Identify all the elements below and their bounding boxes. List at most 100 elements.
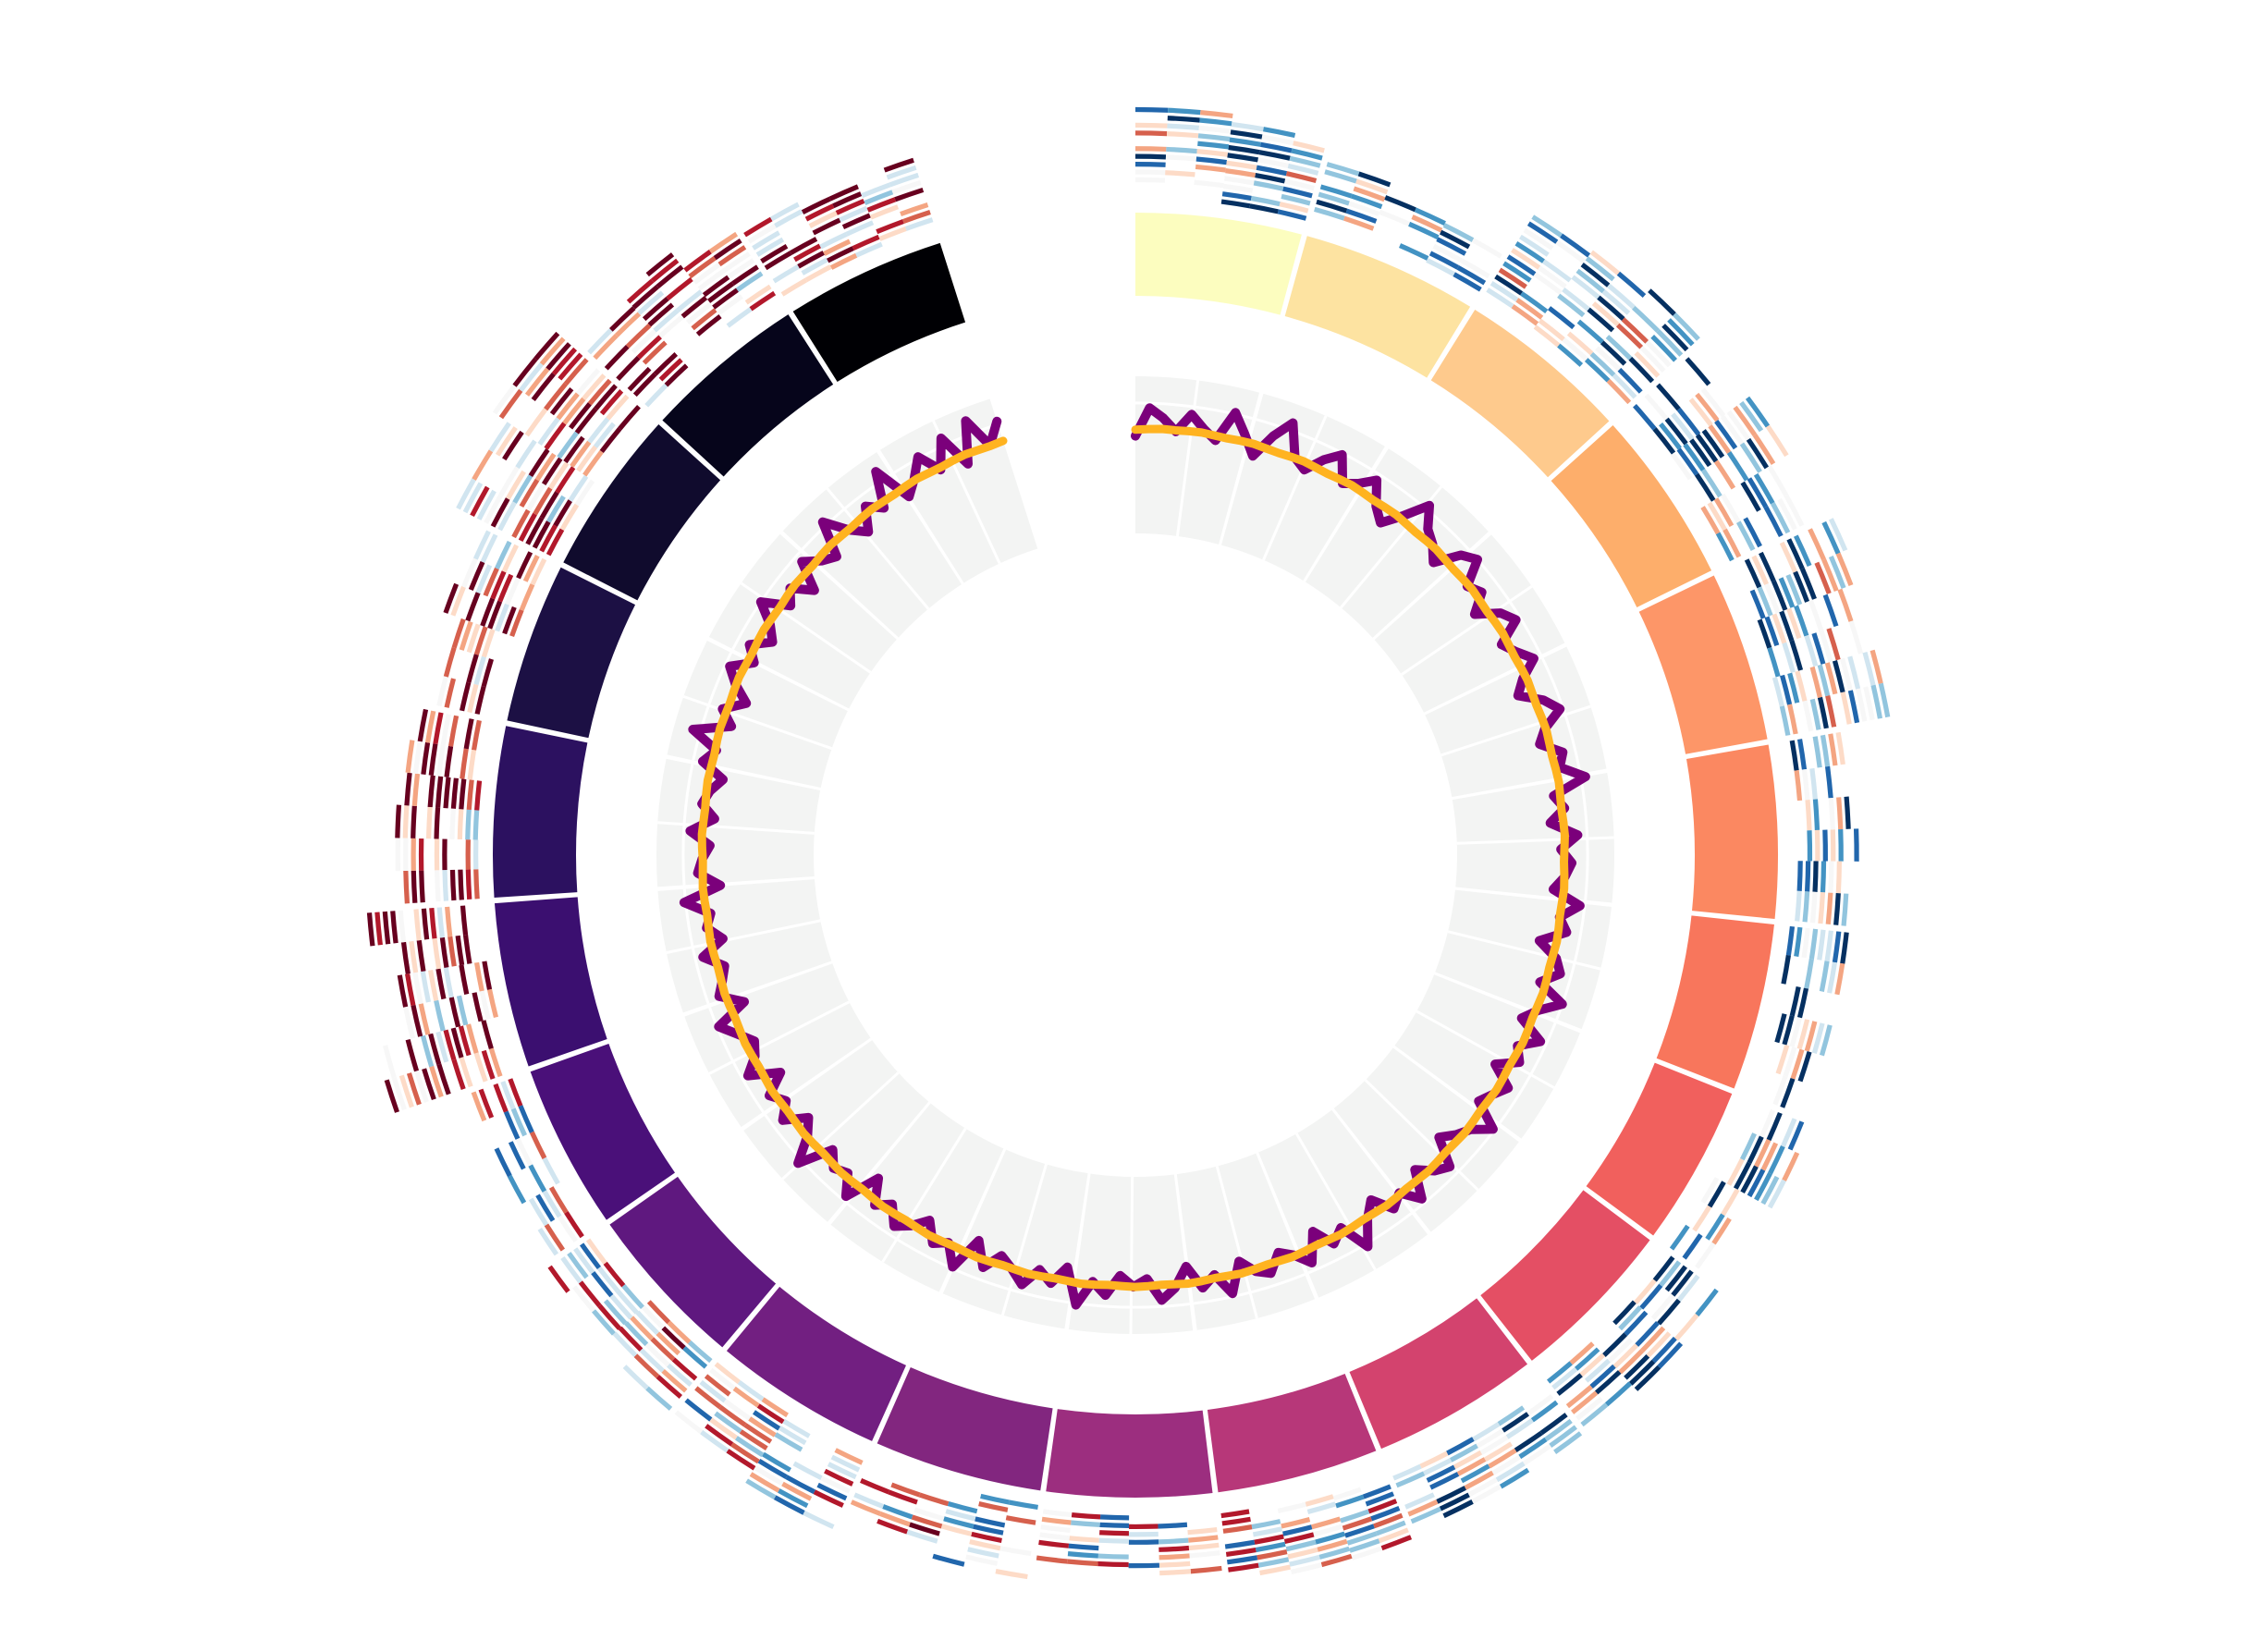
heatmap-cell <box>382 911 391 945</box>
heatmap-cell <box>412 740 423 775</box>
heatmap-cell <box>427 775 435 808</box>
sector-20 <box>563 424 721 601</box>
heatmap-cell <box>1135 146 1167 153</box>
heatmap-cell <box>1584 1358 1611 1383</box>
heatmap-cell <box>1515 298 1544 320</box>
heatmap-cell <box>1442 223 1475 242</box>
heatmap-cell <box>1565 1385 1593 1409</box>
heatmap-cell <box>383 1045 397 1079</box>
heatmap-cell <box>1097 1560 1129 1568</box>
heatmap-cell <box>1720 414 1745 446</box>
heatmap-cell <box>481 1049 496 1080</box>
heatmap-cell <box>877 1518 909 1535</box>
heatmap-cell <box>1399 243 1429 261</box>
heatmap-cell <box>1547 306 1575 330</box>
heatmap-cell <box>460 681 472 712</box>
heatmap-cell <box>1607 283 1636 310</box>
heatmap-cell <box>1411 214 1443 233</box>
track-cell-6 <box>1452 772 1615 903</box>
heatmap-cell <box>542 1157 560 1185</box>
heatmap-cell <box>515 1137 533 1167</box>
heatmap-cell <box>1373 1512 1404 1529</box>
heatmap-cell <box>472 992 484 1022</box>
heatmap-cell <box>473 961 484 992</box>
heatmap-cell <box>1744 558 1762 589</box>
heatmap-cell <box>1224 1539 1256 1549</box>
heatmap-cell <box>457 809 464 840</box>
heatmap-cell <box>1787 1120 1805 1151</box>
heatmap-cell <box>428 969 439 1001</box>
sector-ring <box>493 213 1778 1499</box>
sector-6 <box>1686 744 1778 920</box>
heatmap-cell <box>498 388 523 420</box>
heatmap-sector-13 <box>850 1478 1038 1580</box>
heatmap-cell <box>1410 1506 1442 1524</box>
grid-ring <box>893 422 999 474</box>
heatmap-cell <box>1159 1560 1191 1568</box>
heatmap-cell <box>411 1004 423 1037</box>
heatmap-cell <box>1746 437 1770 470</box>
heatmap-cell <box>1786 607 1802 640</box>
heatmap-cell <box>495 540 512 569</box>
heatmap-cell <box>1808 928 1819 960</box>
heatmap-cell <box>735 271 764 292</box>
heatmap-cell <box>548 461 570 490</box>
heatmap-cell <box>1802 891 1810 923</box>
heatmap-cell <box>1601 289 1631 315</box>
heatmap-cell <box>447 936 457 967</box>
heatmap-cell <box>519 362 544 392</box>
heatmap-cell <box>1225 168 1257 178</box>
heatmap-cell <box>1799 568 1817 600</box>
heatmap-cell <box>1786 538 1805 570</box>
heatmap-cell <box>596 1266 619 1292</box>
heatmap-cell <box>1342 1516 1373 1531</box>
heatmap-cell <box>458 869 464 900</box>
heatmap-cell <box>1395 1471 1426 1488</box>
heatmap-cell <box>1760 1175 1780 1206</box>
heatmap-cell <box>1005 1515 1036 1525</box>
heatmap-cell <box>591 1270 614 1298</box>
heatmap-cell <box>1771 613 1787 644</box>
heatmap-cell <box>482 961 493 990</box>
heatmap-cell <box>1460 1463 1490 1484</box>
heatmap-cell <box>512 357 538 387</box>
heatmap-cell <box>1764 582 1781 614</box>
heatmap-cell <box>1721 1188 1740 1217</box>
heatmap-cell <box>1682 1233 1703 1260</box>
heatmap-cell <box>563 435 585 464</box>
heatmap-cell <box>1832 660 1845 693</box>
heatmap-cell <box>1165 154 1197 162</box>
heatmap-cell <box>1612 373 1637 399</box>
heatmap-cell <box>1818 892 1826 924</box>
heatmap-cell <box>1676 447 1699 476</box>
heatmap-cell <box>1779 705 1791 736</box>
heatmap-cell <box>1700 468 1722 498</box>
heatmap-cell <box>1781 954 1791 985</box>
heatmap-cell <box>1766 1111 1783 1142</box>
heatmap-cell <box>1804 1021 1818 1052</box>
heatmap-cell <box>1546 1361 1573 1384</box>
heatmap-cell <box>524 408 548 437</box>
heatmap-cell <box>1847 655 1861 690</box>
heatmap-cell <box>1456 1457 1487 1476</box>
heatmap-cell <box>1282 186 1313 199</box>
heatmap-cell <box>1796 739 1808 770</box>
heatmap-cell <box>1840 691 1852 725</box>
heatmap-cell <box>1287 163 1319 176</box>
heatmap-cell <box>1222 183 1254 193</box>
heatmap-cell <box>398 910 407 943</box>
heatmap-cell <box>813 1489 844 1508</box>
sector-1 <box>1135 213 1302 315</box>
heatmap-cell <box>421 741 431 775</box>
heatmap-cell <box>420 1034 435 1068</box>
heatmap-cell <box>483 567 499 597</box>
heatmap-cell <box>633 1353 660 1379</box>
heatmap-cell <box>434 838 440 871</box>
heatmap-cell <box>391 1077 407 1111</box>
heatmap-cell <box>1782 1151 1800 1181</box>
heatmap-cell <box>1282 1524 1313 1536</box>
heatmap-cell <box>630 1316 655 1341</box>
heatmap-cell <box>587 417 610 444</box>
heatmap-cell <box>405 1038 420 1072</box>
heatmap-cell <box>940 1524 973 1536</box>
